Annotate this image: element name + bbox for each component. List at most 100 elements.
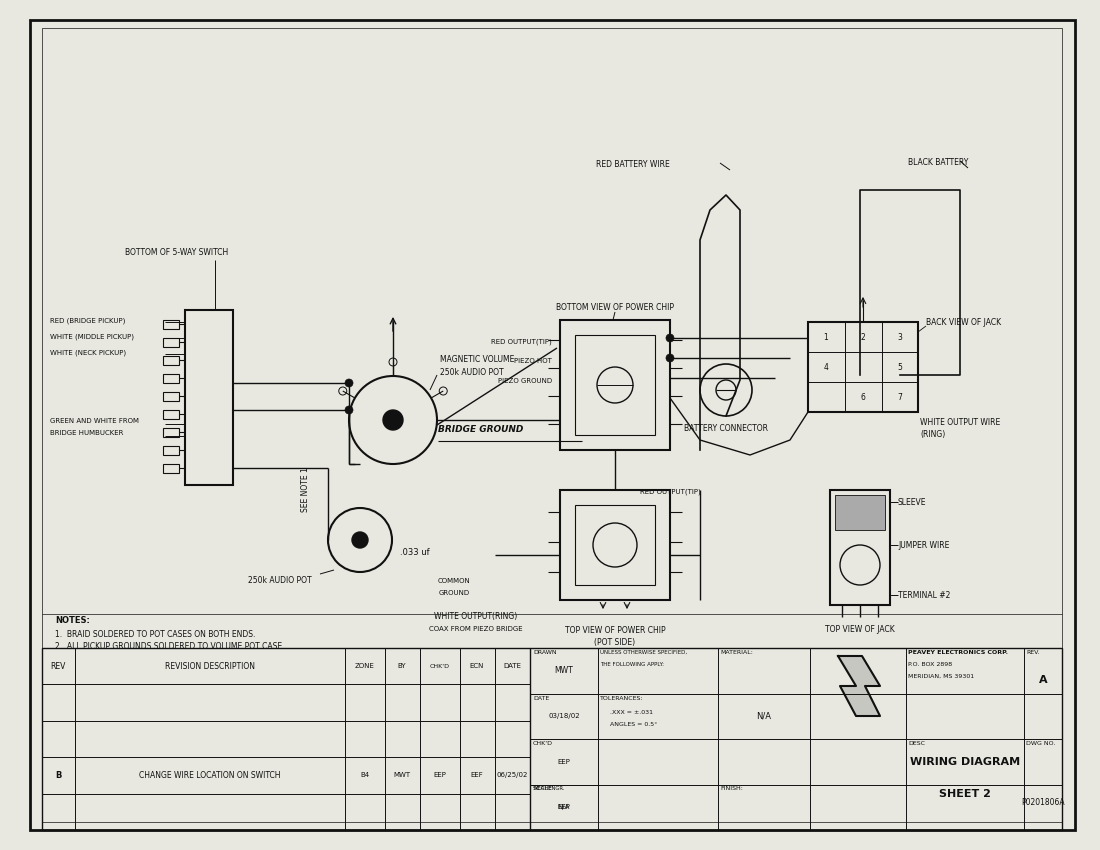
Bar: [163, 446, 179, 455]
Text: REV: REV: [51, 661, 66, 671]
Text: DESC: DESC: [908, 741, 925, 746]
Text: EEP: EEP: [558, 804, 571, 810]
Text: WHITE (NECK PICKUP): WHITE (NECK PICKUP): [50, 349, 127, 355]
Bar: [163, 374, 179, 383]
Text: REVISION DESCRIPTION: REVISION DESCRIPTION: [165, 661, 255, 671]
Text: BATTERY CONNECTOR: BATTERY CONNECTOR: [684, 424, 768, 433]
Text: MECHENGR.: MECHENGR.: [534, 786, 564, 791]
Bar: [575, 505, 654, 585]
Text: DWG NO.: DWG NO.: [1026, 741, 1055, 746]
Text: .033 uf: .033 uf: [400, 548, 430, 557]
Text: RED BATTERY WIRE: RED BATTERY WIRE: [596, 160, 670, 169]
Text: DRAWN: DRAWN: [534, 650, 557, 655]
Text: BOTTOM OF 5-WAY SWITCH: BOTTOM OF 5-WAY SWITCH: [125, 248, 229, 257]
Bar: [163, 356, 179, 365]
Text: 250k AUDIO POT: 250k AUDIO POT: [248, 576, 311, 585]
Bar: [42, 648, 1062, 830]
Bar: [560, 320, 670, 450]
Text: 03/18/02: 03/18/02: [548, 713, 580, 719]
Circle shape: [666, 334, 674, 342]
Text: MWT: MWT: [554, 666, 573, 675]
Text: MAGNETIC VOLUME: MAGNETIC VOLUME: [440, 355, 515, 364]
Text: 6: 6: [860, 393, 866, 401]
Text: CHANGE WIRE LOCATION ON SWITCH: CHANGE WIRE LOCATION ON SWITCH: [140, 771, 280, 780]
Text: P.O. BOX 2898: P.O. BOX 2898: [908, 662, 953, 667]
Text: 7: 7: [898, 393, 902, 401]
Text: .XXX = ±.031: .XXX = ±.031: [610, 710, 653, 715]
Text: WHITE (MIDDLE PICKUP): WHITE (MIDDLE PICKUP): [50, 333, 134, 339]
Text: FINISH:: FINISH:: [720, 786, 742, 791]
Text: GROUND: GROUND: [439, 590, 470, 596]
Text: TOP VIEW OF POWER CHIP: TOP VIEW OF POWER CHIP: [564, 626, 666, 635]
Text: 5: 5: [898, 362, 902, 371]
Bar: [163, 428, 179, 437]
Text: N/A: N/A: [558, 804, 570, 810]
Text: (RING): (RING): [920, 430, 945, 439]
Text: 1: 1: [824, 332, 828, 342]
Text: ECN: ECN: [470, 663, 484, 669]
Bar: [163, 464, 179, 473]
Text: N/A: N/A: [757, 711, 771, 721]
Text: PEAVEY ELECTRONICS CORP.: PEAVEY ELECTRONICS CORP.: [908, 650, 1008, 655]
Text: EEP: EEP: [433, 773, 447, 779]
Text: GREEN AND WHITE FROM: GREEN AND WHITE FROM: [50, 418, 139, 424]
Text: BOTTOM VIEW OF POWER CHIP: BOTTOM VIEW OF POWER CHIP: [556, 303, 674, 312]
Text: CHK'D: CHK'D: [534, 741, 553, 746]
Bar: [835, 495, 886, 530]
Bar: [163, 392, 179, 401]
Bar: [163, 410, 179, 419]
Circle shape: [345, 379, 353, 387]
Text: 250k AUDIO POT: 250k AUDIO POT: [440, 368, 504, 377]
Bar: [163, 338, 179, 347]
Bar: [830, 490, 890, 605]
Text: RED (BRIDGE PICKUP): RED (BRIDGE PICKUP): [50, 317, 125, 324]
Text: SCALE: SCALE: [534, 786, 553, 791]
Bar: [163, 320, 179, 329]
Text: THE FOLLOWING APPLY:: THE FOLLOWING APPLY:: [600, 662, 664, 667]
Bar: [808, 322, 918, 412]
Text: DATE: DATE: [503, 663, 521, 669]
Text: EEP: EEP: [558, 759, 571, 765]
Text: TERMINAL #2: TERMINAL #2: [898, 591, 950, 599]
Text: BRIDGE GROUND: BRIDGE GROUND: [438, 425, 524, 434]
Text: 2: 2: [860, 332, 866, 342]
Text: P0201806A: P0201806A: [1021, 798, 1065, 808]
Bar: [575, 335, 654, 435]
Text: WHITE OUTPUT(RING): WHITE OUTPUT(RING): [434, 612, 518, 621]
Text: COAX FROM PIEZO BRIDGE: COAX FROM PIEZO BRIDGE: [429, 626, 522, 632]
Text: BACK VIEW OF JACK: BACK VIEW OF JACK: [926, 318, 1001, 327]
Text: BLACK BATTERY: BLACK BATTERY: [908, 158, 968, 167]
Text: NOTES:: NOTES:: [55, 616, 90, 625]
Text: EEF: EEF: [471, 773, 483, 779]
Text: PIEZO GROUND: PIEZO GROUND: [498, 378, 552, 384]
Text: SEE NOTE 1: SEE NOTE 1: [300, 468, 309, 513]
Text: COMMON: COMMON: [438, 578, 470, 584]
Text: WHITE OUTPUT WIRE: WHITE OUTPUT WIRE: [920, 418, 1000, 427]
Text: TOP VIEW OF JACK: TOP VIEW OF JACK: [825, 625, 895, 634]
Text: 2.  ALL PICKUP GROUNDS SOLDERED TO VOLUME POT CASE.: 2. ALL PICKUP GROUNDS SOLDERED TO VOLUME…: [55, 642, 285, 651]
Text: BRIDGE HUMBUCKER: BRIDGE HUMBUCKER: [50, 430, 123, 436]
Text: 1.  BRAID SOLDERED TO POT CASES ON BOTH ENDS.: 1. BRAID SOLDERED TO POT CASES ON BOTH E…: [55, 630, 255, 639]
Text: B4: B4: [361, 773, 370, 779]
Text: B: B: [55, 771, 62, 780]
Text: RED OUTPUT(TIP): RED OUTPUT(TIP): [640, 488, 701, 495]
Text: 4: 4: [824, 362, 828, 371]
Polygon shape: [838, 656, 880, 716]
Text: (POT SIDE): (POT SIDE): [594, 638, 636, 647]
Text: MERIDIAN, MS 39301: MERIDIAN, MS 39301: [908, 674, 975, 679]
Text: TOLERANCES:: TOLERANCES:: [600, 695, 643, 700]
Text: WIRING DIAGRAM: WIRING DIAGRAM: [910, 756, 1020, 767]
Text: DATE: DATE: [534, 695, 549, 700]
Circle shape: [383, 410, 403, 430]
Circle shape: [352, 532, 368, 548]
Text: MATERIAL:: MATERIAL:: [720, 650, 752, 655]
Circle shape: [666, 354, 674, 362]
Bar: [185, 310, 233, 485]
Bar: [560, 490, 670, 600]
Text: ZONE: ZONE: [355, 663, 375, 669]
Text: PIEZO HOT: PIEZO HOT: [514, 358, 552, 364]
Text: JUMPER WIRE: JUMPER WIRE: [898, 541, 949, 549]
Circle shape: [345, 406, 353, 414]
Text: SHEET 2: SHEET 2: [939, 789, 991, 799]
Text: RED OUTPUT(TIP): RED OUTPUT(TIP): [492, 338, 552, 344]
